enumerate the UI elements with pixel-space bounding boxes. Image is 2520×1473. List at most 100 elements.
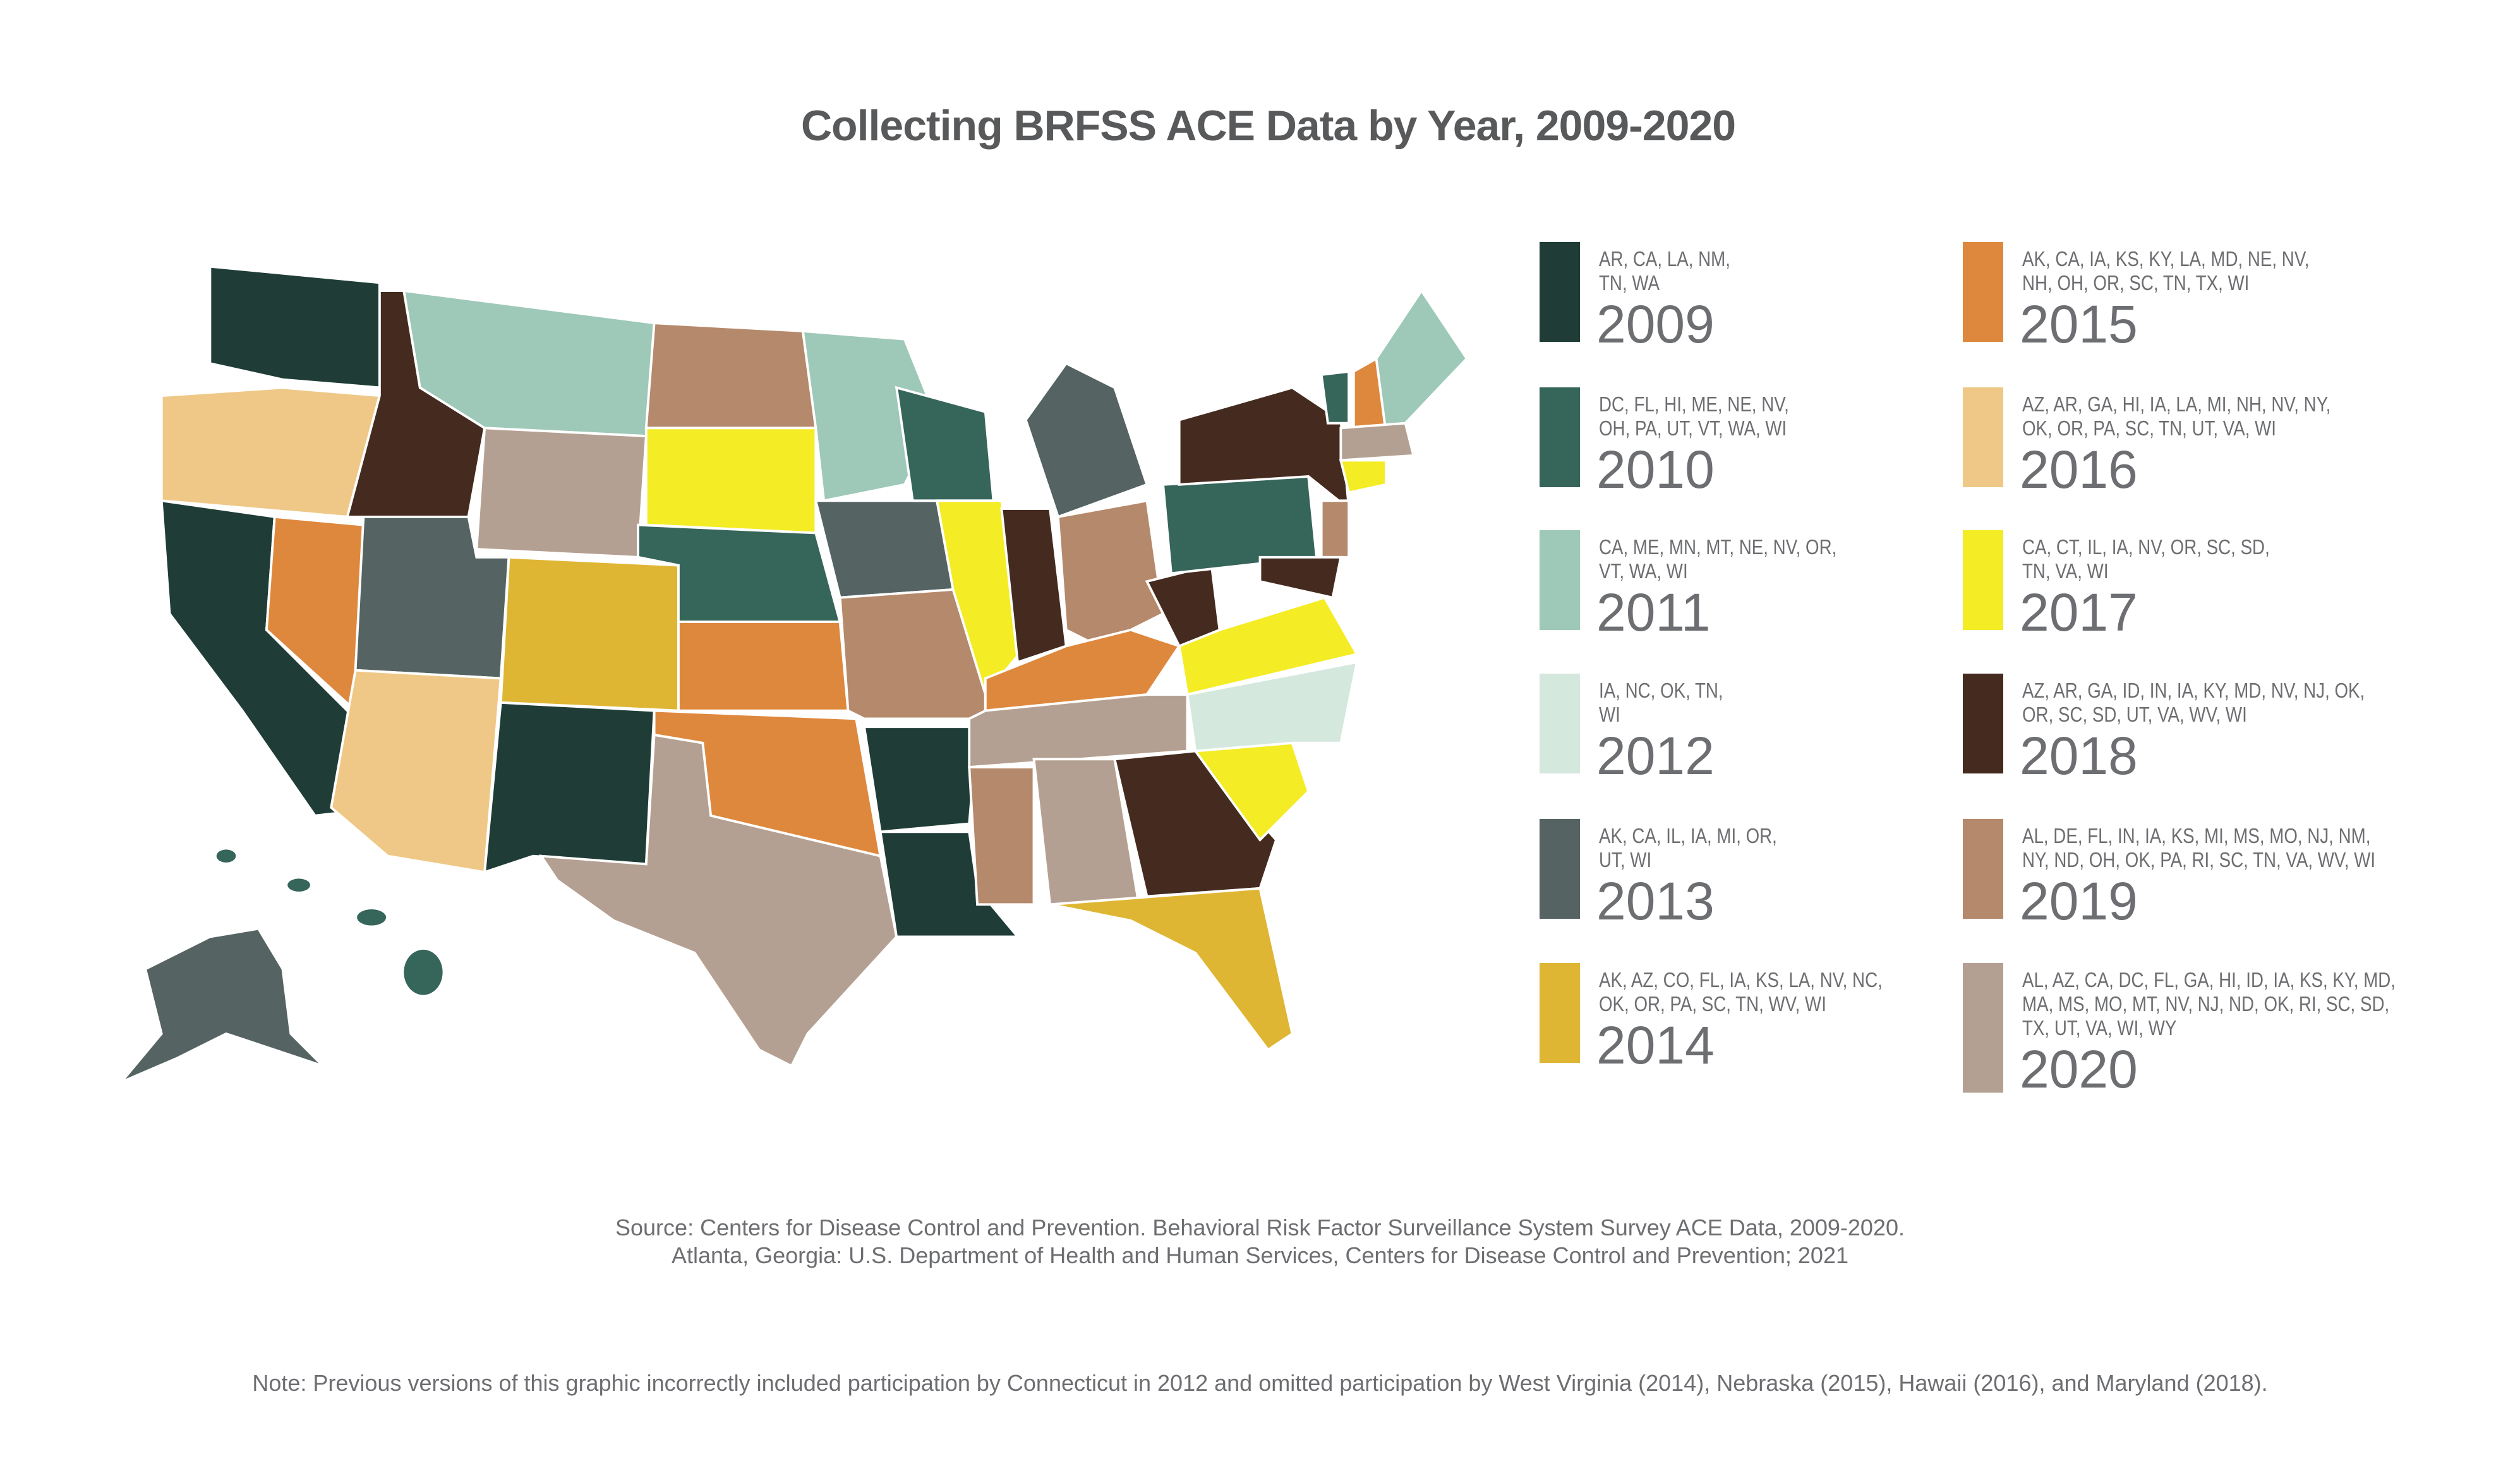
legend-states-line: OR, SC, SD, UT, VA, WV, WI [2022,703,2247,726]
legend-item-2017: CA, CT, IL, IA, NV, OR, SC, SD, TN, VA, W… [1963,530,2456,639]
state-nm [483,701,656,874]
state-mi [1024,361,1148,519]
legend-swatch [1540,530,1580,630]
legend-year: 2010 [1596,440,1715,499]
legend-year: 2020 [2020,1040,2138,1099]
legend-states: AR, CA, LA, NM, TN, WA [1599,242,1963,295]
legend-year: 2019 [2020,871,2138,931]
state-me [1375,288,1469,435]
legend-year: 2014 [1596,1015,1715,1075]
legend-states: DC, FL, HI, ME, NE, NV, OH, PA, UT, VT, W… [1599,387,1963,440]
legend-item-2010: DC, FL, HI, ME, NE, NV, OH, PA, UT, VT, W… [1540,387,2032,496]
legend-states: AL, AZ, CA, DC, FL, GA, HI, ID, IA, KS, … [2022,963,2396,1040]
state-or [160,386,382,518]
note: Note: Previous versions of this graphic … [252,1370,2268,1396]
legend-item-2020: AL, AZ, CA, DC, FL, GA, HI, ID, IA, KS, … [1963,963,2456,1096]
state-hi-island [404,949,443,995]
state-md [1258,555,1342,599]
state-sd [644,427,817,535]
legend-year: 2013 [1596,871,1715,931]
state-la [879,830,1021,938]
legend-states-line: OK, OR, PA, SC, TN, UT, VA, WI [2022,416,2277,440]
legend-swatch [1963,819,2003,919]
legend-states-line: AK, CA, IL, IA, MI, OR, [1599,824,1777,847]
legend-states-line: TN, WA [1599,271,1660,294]
legend-states-line: AK, CA, IA, KS, KY, LA, MD, NE, NV, [2022,247,2310,270]
state-ms [968,766,1035,906]
source-line-1: Source: Centers for Disease Control and … [615,1215,1905,1240]
legend-states-line: VT, WA, WI [1599,559,1688,583]
legend-swatch [1540,242,1580,342]
legend-item-2015: AK, CA, IA, KS, KY, LA, MD, NE, NV, NH, O… [1963,242,2456,351]
state-ct [1339,459,1387,494]
legend-states: AZ, AR, GA, HI, IA, LA, MI, NH, NV, NY, O… [2022,387,2386,440]
legend-states-line: AR, CA, LA, NM, [1599,247,1730,270]
legend-states: IA, NC, OK, TN, WI [1599,674,1963,727]
state-hi-island [216,849,236,863]
legend-states: CA, CT, IL, IA, NV, OR, SC, SD, TN, VA, W… [2022,530,2386,583]
legend-states: CA, ME, MN, MT, NE, NV, OR, VT, WA, WI [1599,530,1963,583]
legend-swatch [1963,242,2003,342]
state-vt [1320,370,1351,425]
legend-swatch [1963,387,2003,487]
legend-item-2014: AK, AZ, CO, FL, IA, KS, LA, NV, NC, OK, O… [1540,963,2032,1072]
state-tx [538,733,898,1068]
legend-item-2012: IA, NC, OK, TN, WI 2012 [1540,674,2032,782]
legend-swatch [1963,530,2003,630]
legend-swatch [1540,819,1580,919]
state-mn [801,329,939,502]
state-co [499,555,680,712]
legend-item-2011: CA, ME, MN, MT, NE, NV, OR, VT, WA, WI 201… [1540,530,2032,639]
legend-states-line: MA, MS, MO, MT, NV, NJ, ND, OK, RI, SC, … [2022,992,2390,1015]
state-wa [208,265,381,389]
legend-item-2019: AL, DE, FL, IN, IA, KS, MI, MS, MO, NJ, … [1963,819,2456,928]
state-nc [1186,660,1359,753]
legend-states-line: AL, DE, FL, IN, IA, KS, MI, MS, MO, NJ, … [2022,824,2371,847]
legend-year: 2009 [1596,294,1715,354]
source-line-2: Atlanta, Georgia: U.S. Department of Hea… [672,1242,1848,1268]
legend-item-2009: AR, CA, LA, NM, TN, WA 2009 [1540,242,2032,351]
legend-states-line: DC, FL, HI, ME, NE, NV, [1599,392,1789,416]
legend-states-line: OH, PA, UT, VT, WA, WI [1599,416,1787,440]
state-nj [1320,499,1351,559]
legend-swatch [1540,963,1580,1063]
legend-states-line: UT, WI [1599,848,1652,871]
legend-states-line: CA, CT, IL, IA, NV, OR, SC, SD, [2022,535,2270,559]
legend-states-line: OK, OR, PA, SC, TN, WV, WI [1599,992,1826,1015]
legend-year: 2015 [2020,294,2138,354]
legend-year: 2012 [1596,726,1715,785]
legend-states-line: WI [1599,703,1620,726]
state-ga [1112,749,1278,898]
state-az [330,669,502,874]
legend-states-line: AK, AZ, CO, FL, IA, KS, LA, NV, NC, [1599,968,1883,991]
legend-item-2018: AZ, AR, GA, ID, IN, IA, KY, MD, NV, NJ, … [1963,674,2456,782]
legend-states-line: NH, OH, OR, SC, TN, TX, WI [2022,271,2250,294]
legend-states-line: TN, VA, WI [2022,559,2109,583]
legend-states-line: CA, ME, MN, MT, NE, NV, OR, [1599,535,1837,559]
state-hi-island [357,909,387,926]
state-ia [814,499,955,599]
legend-states: AK, AZ, CO, FL, IA, KS, LA, NV, NC, OK, O… [1599,963,1963,1016]
state-ma [1339,421,1415,462]
legend-year: 2016 [2020,440,2138,499]
state-hi-island [287,878,310,892]
legend-states: AK, CA, IA, KS, KY, LA, MD, NE, NV, NH, O… [2022,242,2386,295]
state-ak [120,927,324,1084]
legend-swatch [1540,674,1580,773]
legend-states-line: NY, ND, OH, OK, PA, RI, SC, TN, VA, WV, … [2022,848,2376,871]
legend-states-line: TX, UT, VA, WI, WY [2022,1016,2177,1040]
legend-swatch [1540,387,1580,487]
legend-item-2013: AK, CA, IL, IA, MI, OR, UT, WI 2013 [1540,819,2032,928]
state-nd [644,322,817,430]
state-fl [1049,887,1294,1052]
state-wi [895,385,995,502]
legend-states: AL, DE, FL, IN, IA, KS, MI, MS, MO, NJ, … [2022,819,2386,872]
legend-states: AZ, AR, GA, ID, IN, IA, KY, MD, NV, NJ, … [2022,674,2386,727]
legend-states-line: AL, AZ, CA, DC, FL, GA, HI, ID, IA, KS, … [2022,968,2396,991]
state-oh [1056,499,1165,648]
state-ar [862,725,979,833]
state-wy [475,427,648,559]
map-title: Collecting BRFSS ACE Data by Year, 2009-… [800,102,1736,150]
legend-swatch [1963,963,2003,1093]
